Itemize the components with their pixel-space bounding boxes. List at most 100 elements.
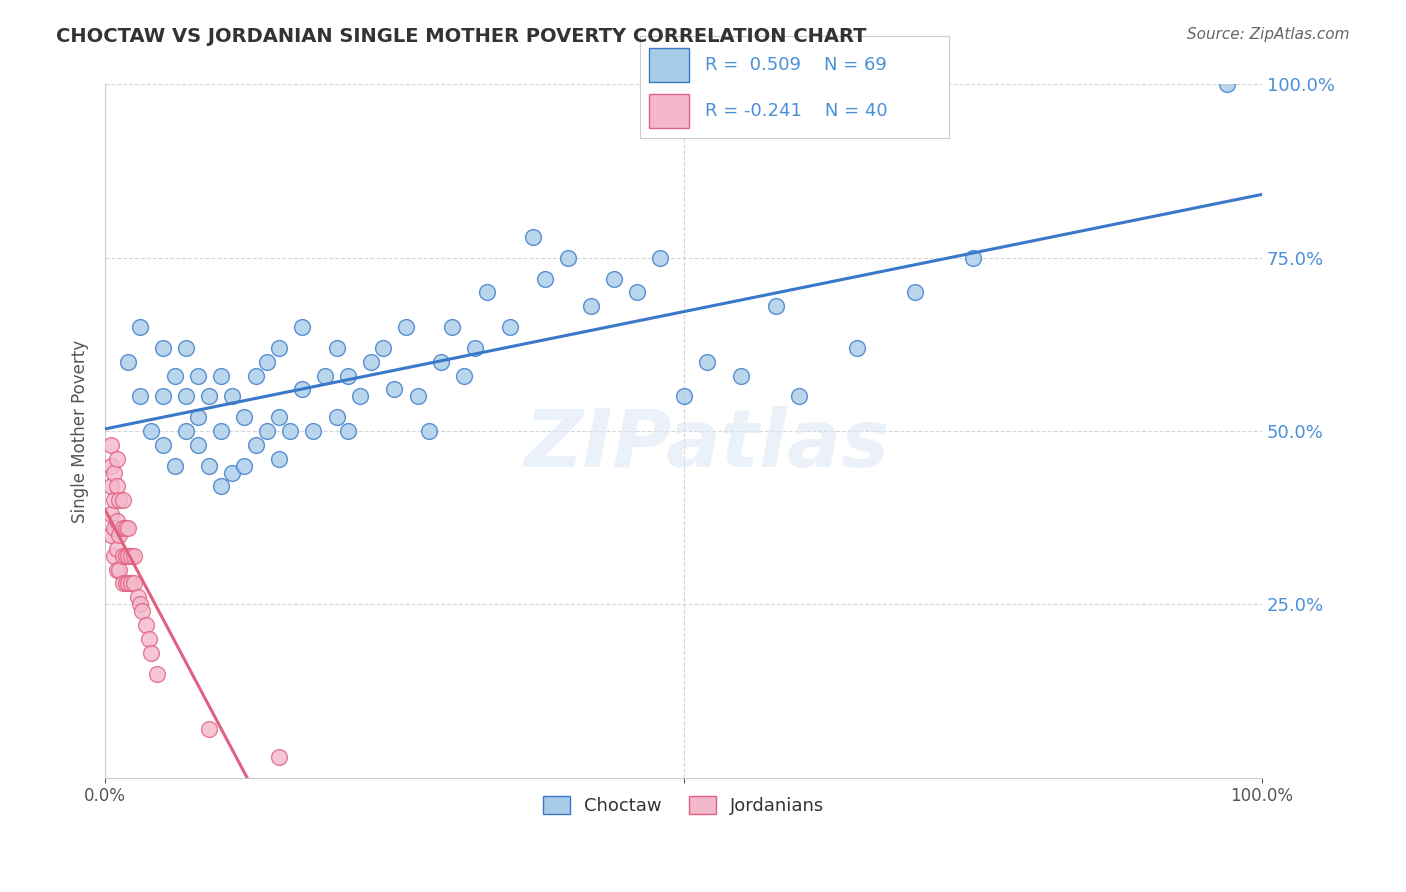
- Point: [122, 549, 145, 563]
- Point: [696, 354, 718, 368]
- Point: [105, 514, 128, 528]
- Point: [100, 528, 122, 542]
- Point: [103, 493, 125, 508]
- Point: [209, 368, 232, 383]
- Point: [103, 549, 125, 563]
- Point: [198, 389, 221, 403]
- Point: [256, 354, 278, 368]
- Point: [103, 466, 125, 480]
- Point: [267, 749, 290, 764]
- Point: [120, 576, 142, 591]
- Point: [209, 424, 232, 438]
- Point: [117, 521, 139, 535]
- Point: [152, 341, 174, 355]
- Text: CHOCTAW VS JORDANIAN SINGLE MOTHER POVERTY CORRELATION CHART: CHOCTAW VS JORDANIAN SINGLE MOTHER POVER…: [56, 27, 866, 45]
- Point: [129, 320, 152, 334]
- Point: [291, 320, 314, 334]
- Point: [100, 479, 122, 493]
- Point: [187, 410, 209, 425]
- Point: [187, 368, 209, 383]
- Point: [152, 389, 174, 403]
- Point: [267, 410, 290, 425]
- Point: [100, 507, 122, 521]
- Point: [325, 410, 347, 425]
- Point: [111, 549, 134, 563]
- Point: [100, 438, 122, 452]
- Point: [765, 299, 787, 313]
- Point: [278, 424, 301, 438]
- Point: [174, 424, 197, 438]
- Point: [115, 549, 138, 563]
- Point: [256, 424, 278, 438]
- Point: [337, 368, 360, 383]
- Point: [522, 230, 544, 244]
- Point: [100, 458, 122, 473]
- Point: [105, 451, 128, 466]
- Point: [603, 271, 626, 285]
- Point: [163, 458, 186, 473]
- Point: [245, 438, 267, 452]
- Point: [395, 320, 418, 334]
- Point: [141, 646, 163, 660]
- Text: ZIPatlas: ZIPatlas: [524, 406, 889, 483]
- Point: [198, 722, 221, 736]
- Point: [557, 251, 579, 265]
- Point: [127, 591, 149, 605]
- Point: [533, 271, 555, 285]
- Point: [787, 389, 810, 403]
- Point: [371, 341, 394, 355]
- Point: [579, 299, 602, 313]
- Point: [314, 368, 336, 383]
- Point: [209, 479, 232, 493]
- Point: [1216, 78, 1239, 92]
- Point: [626, 285, 648, 300]
- Bar: [650, 48, 689, 82]
- Y-axis label: Single Mother Poverty: Single Mother Poverty: [72, 340, 89, 523]
- Text: R =  0.509    N = 69: R = 0.509 N = 69: [704, 56, 887, 74]
- Point: [846, 341, 869, 355]
- Point: [108, 563, 131, 577]
- Point: [291, 383, 314, 397]
- Point: [131, 604, 153, 618]
- Point: [146, 666, 169, 681]
- Point: [441, 320, 464, 334]
- Point: [105, 479, 128, 493]
- Point: [103, 521, 125, 535]
- Point: [120, 549, 142, 563]
- Point: [429, 354, 451, 368]
- Point: [464, 341, 486, 355]
- Point: [152, 438, 174, 452]
- Point: [221, 389, 243, 403]
- Point: [117, 549, 139, 563]
- Point: [406, 389, 429, 403]
- Point: [163, 368, 186, 383]
- Point: [108, 493, 131, 508]
- Point: [267, 341, 290, 355]
- Bar: [650, 95, 689, 128]
- Point: [129, 389, 152, 403]
- Text: Source: ZipAtlas.com: Source: ZipAtlas.com: [1187, 27, 1350, 42]
- Point: [267, 451, 290, 466]
- Point: [499, 320, 522, 334]
- Point: [904, 285, 927, 300]
- Point: [233, 458, 256, 473]
- Point: [325, 341, 347, 355]
- Point: [233, 410, 256, 425]
- Point: [337, 424, 360, 438]
- Point: [221, 466, 243, 480]
- Point: [105, 563, 128, 577]
- Point: [115, 576, 138, 591]
- Point: [349, 389, 371, 403]
- Text: R = -0.241    N = 40: R = -0.241 N = 40: [704, 102, 887, 120]
- Point: [111, 493, 134, 508]
- Point: [129, 597, 152, 611]
- Point: [122, 576, 145, 591]
- Point: [117, 354, 139, 368]
- Legend: Choctaw, Jordanians: Choctaw, Jordanians: [533, 787, 834, 824]
- Point: [360, 354, 382, 368]
- Point: [138, 632, 160, 646]
- Point: [108, 528, 131, 542]
- Point: [111, 576, 134, 591]
- Point: [962, 251, 984, 265]
- Point: [105, 541, 128, 556]
